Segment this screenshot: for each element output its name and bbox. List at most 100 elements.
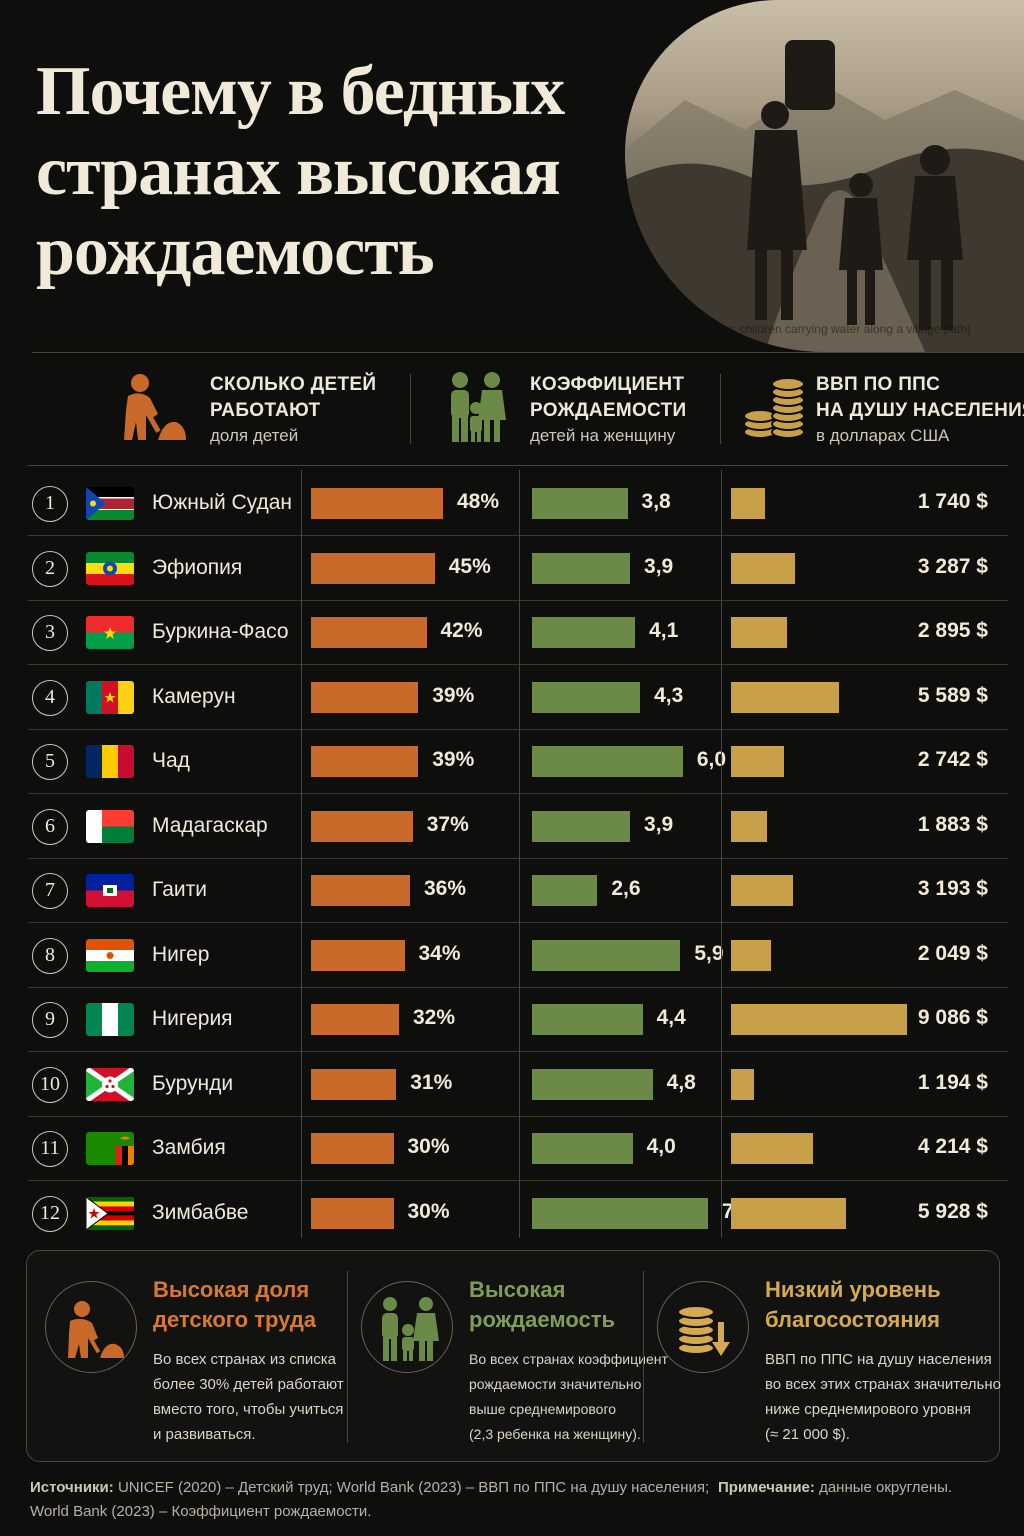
child-labor-bar — [311, 617, 427, 648]
title-line-2: странах высокая — [36, 133, 561, 210]
gdp-value: 4 214 $ — [917, 1135, 988, 1158]
gdp-bar — [731, 875, 793, 906]
country-name: Буркина-Фасо — [152, 620, 289, 643]
child-labor-value: 36% — [424, 877, 467, 900]
fertility-value: 4,8 — [666, 1070, 696, 1094]
country-name: Эфиопия — [152, 555, 243, 579]
fertility-value: 2,6 — [611, 877, 641, 900]
child-labor-value: 31% — [410, 1070, 453, 1094]
gdp-header-sub: в долларах США — [816, 426, 950, 445]
gdp-value: 5 589 $ — [917, 683, 988, 707]
summary-gdp-line-4: (≈ 21 000 $). — [765, 1426, 850, 1443]
country-name: Мадагаскар — [152, 813, 268, 837]
child-labor-bar — [311, 488, 443, 519]
row-divider — [28, 1115, 1008, 1117]
summary-gdp-title-2: благосостояния — [765, 1307, 941, 1332]
header-divider-2 — [720, 374, 721, 444]
child-labor-value: 39% — [432, 748, 475, 771]
sources-line-1: UNICEF (2020) – Детский труд; World Bank… — [113, 1479, 710, 1496]
country-name: Зимбабве — [152, 1200, 249, 1224]
summary-gdp-title-1: Низкий уровень — [765, 1277, 941, 1302]
child-labor-bar — [311, 746, 419, 777]
gdp-bar — [731, 552, 795, 584]
gdp-value: 2 049 $ — [917, 941, 988, 965]
row-divider — [28, 793, 1008, 794]
table-top-divider — [28, 465, 1008, 466]
row-divider — [28, 728, 1008, 730]
fertility-bar — [532, 1133, 633, 1164]
gdp-bar — [731, 1068, 755, 1100]
gdp-value: 2 742 $ — [917, 748, 988, 771]
fertility-bar — [532, 1197, 708, 1229]
cameroon-flag — [86, 680, 134, 714]
gdp-bar — [731, 810, 768, 842]
top-divider — [32, 352, 1024, 353]
country-name: Нигер — [152, 942, 210, 966]
zambia-flag — [86, 1132, 134, 1165]
fertility-value: 3,9 — [644, 554, 674, 578]
fertility-value: 4,0 — [646, 1135, 676, 1158]
child-labor-bar — [311, 681, 419, 713]
summary-labor-line-1: Во всех странах из списка — [153, 1351, 337, 1368]
rank-badge: 1 — [32, 486, 68, 522]
gdp-value: 5 928 $ — [917, 1199, 988, 1223]
country-name: Чад — [152, 749, 190, 772]
child-labor-bar — [311, 939, 405, 971]
sources-label: Источники: — [30, 1479, 114, 1496]
summary-labor-line-3: вместо того, чтобы учиться — [153, 1401, 344, 1418]
child-labor-value: 30% — [407, 1135, 450, 1158]
child-labor-icon — [45, 1281, 137, 1373]
summary-gdp-line-3: ниже среднемирового уровня — [765, 1401, 972, 1418]
summary-fertility-text: Во всех странах коэффициент рождаемости … — [469, 1347, 668, 1447]
coins-down-icon — [657, 1281, 749, 1373]
row-divider — [28, 857, 1008, 859]
fertility-header-line-2: РОЖДАЕМОСТИ — [530, 400, 687, 421]
fertility-bar — [532, 810, 631, 842]
fertility-header-sub: детей на женщину — [530, 426, 676, 445]
country-name: Гаити — [152, 878, 207, 901]
gdp-value: 1 740 $ — [917, 490, 988, 513]
table-row: 1 Южный Судан 48% 3,8 1 740 $ — [28, 472, 1008, 536]
rank-badge: 4 — [32, 679, 68, 716]
country-name: Нигерия — [152, 1007, 233, 1030]
gdp-value: 9 086 $ — [917, 1006, 988, 1029]
header-fertility: КОЭФФИЦИЕНТ РОЖДАЕМОСТИ детей на женщину — [442, 370, 712, 452]
fertility-bar — [532, 552, 631, 584]
summary-gdp-title: Низкий уровень благосостояния — [765, 1275, 941, 1335]
rank-badge: 10 — [32, 1066, 68, 1103]
summary-labor-line-2: более 30% детей работают — [153, 1376, 344, 1393]
child-labor-value: 45% — [448, 554, 491, 578]
fertility-bar — [532, 617, 636, 648]
child-labor-value: 39% — [432, 683, 475, 707]
table-row: 6 Мадагаскар 37% 3,9 1 883 $ — [28, 795, 1008, 859]
zimbabwe-flag — [86, 1196, 134, 1230]
summary-panel: Высокая доля детского труда Во всех стра… — [26, 1250, 1001, 1463]
rank-badge: 3 — [32, 615, 68, 651]
child-labor-value: 32% — [413, 1006, 456, 1029]
gdp-header-line-2: НА ДУШУ НАСЕЛЕНИЯ — [816, 400, 1024, 421]
summary-fertility-line-1: Во всех странах коэффициент — [469, 1351, 668, 1367]
rank-badge: 7 — [32, 873, 68, 909]
labor-header-line-1: СКОЛЬКО ДЕТЕЙ — [210, 374, 377, 395]
burundi-flag — [86, 1067, 134, 1101]
gdp-value: 3 287 $ — [917, 554, 988, 578]
rank-badge: 9 — [32, 1002, 68, 1038]
table-row: 2 Эфиопия 45% 3,9 3 287 $ — [28, 537, 1008, 601]
child-labor-value: 42% — [440, 619, 483, 642]
fertility-bar — [532, 1068, 653, 1100]
table-row: 5 Чад 39% 6,0 2 742 $ — [28, 730, 1008, 794]
child-labor-bar — [311, 1197, 394, 1229]
gdp-bar — [731, 1197, 846, 1229]
country-name: Камерун — [152, 684, 236, 708]
title-line-1: Почему в бедных — [36, 53, 565, 130]
sources-line-2: World Bank (2023) – Коэффициент рождаемо… — [30, 1503, 372, 1520]
header-child-labor: СКОЛЬКО ДЕТЕЙ РАБОТАЮТ доля детей — [118, 370, 398, 452]
country-name: Замбия — [152, 1136, 226, 1159]
summary-fertility-title-1: Высокая — [469, 1277, 566, 1302]
summary-fertility-line-2: рождаемости значительно — [469, 1376, 642, 1392]
fertility-value: 3,9 — [644, 812, 674, 836]
row-divider — [28, 1051, 1008, 1052]
rank-badge: 5 — [32, 744, 68, 780]
title-line-3: рождаемость — [36, 213, 435, 290]
summary-fertility: Высокая рождаемость Во всех странах коэф… — [343, 1251, 668, 1463]
